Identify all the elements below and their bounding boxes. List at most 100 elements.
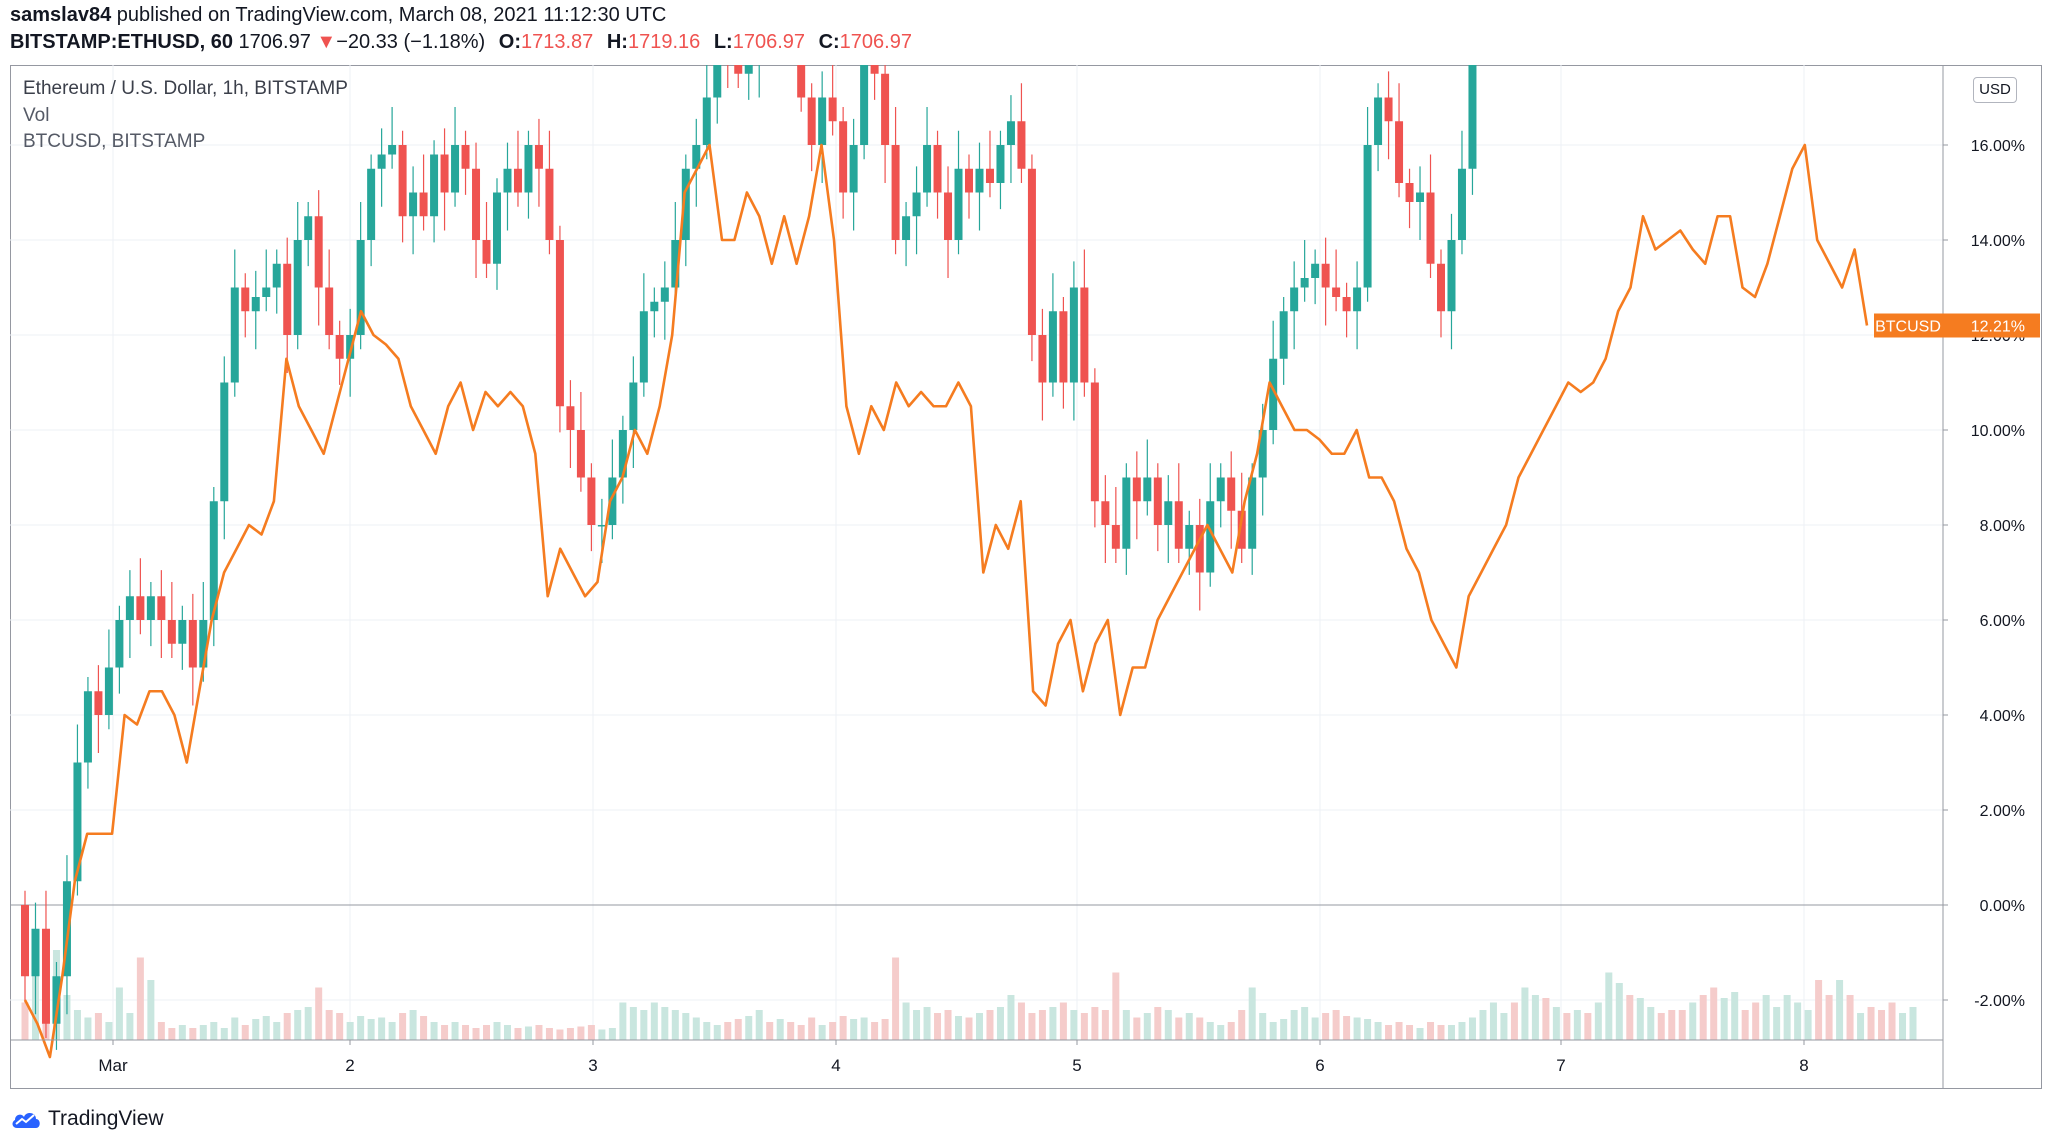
price-chart[interactable]: 32.00%30.00%28.00%26.00%24.00%22.00%20.0… bbox=[10, 65, 2042, 1089]
candle-body[interactable] bbox=[115, 620, 124, 668]
candle-body[interactable] bbox=[41, 928, 50, 1024]
candle-body[interactable] bbox=[1300, 278, 1309, 288]
candle-body[interactable] bbox=[1038, 335, 1047, 383]
candle-body[interactable] bbox=[52, 976, 61, 1024]
candle-body[interactable] bbox=[1006, 121, 1015, 145]
candle-body[interactable] bbox=[1153, 477, 1162, 526]
candle-body[interactable] bbox=[94, 691, 103, 715]
candle-body[interactable] bbox=[1437, 263, 1445, 312]
candle-body[interactable] bbox=[1185, 525, 1194, 549]
candle-body[interactable] bbox=[1048, 311, 1057, 383]
candle-body[interactable] bbox=[933, 145, 942, 193]
candle-body[interactable] bbox=[734, 65, 743, 74]
candle-body[interactable] bbox=[996, 145, 1005, 183]
candle-body[interactable] bbox=[1363, 145, 1372, 288]
candle-body[interactable] bbox=[671, 240, 680, 288]
candle-body[interactable] bbox=[1374, 97, 1383, 146]
candle-body[interactable] bbox=[1342, 297, 1351, 312]
candle-body[interactable] bbox=[513, 168, 522, 193]
candle-body[interactable] bbox=[797, 65, 806, 98]
candle-body[interactable] bbox=[472, 168, 481, 240]
candle-body[interactable] bbox=[157, 596, 166, 620]
candle-body[interactable] bbox=[377, 154, 386, 169]
candle-body[interactable] bbox=[744, 65, 753, 74]
candle-body[interactable] bbox=[293, 240, 302, 335]
candle-body[interactable] bbox=[618, 430, 627, 478]
candle-body[interactable] bbox=[1426, 192, 1435, 264]
candle-body[interactable] bbox=[335, 335, 344, 359]
candle-body[interactable] bbox=[440, 154, 449, 193]
candle-body[interactable] bbox=[555, 240, 564, 407]
candle-body[interactable] bbox=[692, 145, 701, 169]
candle-body[interactable] bbox=[73, 762, 82, 882]
candle-body[interactable] bbox=[1321, 263, 1330, 288]
candle-body[interactable] bbox=[849, 145, 858, 193]
candle-body[interactable] bbox=[985, 168, 994, 183]
candle-body[interactable] bbox=[230, 287, 239, 383]
candle-body[interactable] bbox=[1279, 311, 1288, 359]
candle-body[interactable] bbox=[503, 168, 512, 193]
btcusd-line[interactable] bbox=[23, 143, 1869, 1059]
candle-body[interactable] bbox=[482, 240, 491, 264]
candle-body[interactable] bbox=[1416, 192, 1425, 203]
candle-body[interactable] bbox=[1258, 430, 1267, 478]
candle-body[interactable] bbox=[272, 263, 281, 288]
candle-body[interactable] bbox=[1457, 168, 1466, 240]
candle-body[interactable] bbox=[681, 168, 690, 240]
candle-body[interactable] bbox=[576, 430, 585, 478]
candle-body[interactable] bbox=[1206, 501, 1215, 573]
candle-body[interactable] bbox=[251, 297, 260, 312]
candle-body[interactable] bbox=[1164, 501, 1173, 525]
candle-body[interactable] bbox=[587, 477, 596, 526]
candle-body[interactable] bbox=[167, 620, 176, 644]
candle-body[interactable] bbox=[104, 667, 113, 716]
author-name[interactable]: samslav84 bbox=[10, 4, 112, 26]
candle-body[interactable] bbox=[566, 406, 575, 430]
candle-body[interactable] bbox=[325, 287, 334, 336]
candle-body[interactable] bbox=[902, 216, 911, 240]
candle-body[interactable] bbox=[220, 382, 229, 502]
candle-body[interactable] bbox=[262, 287, 271, 298]
candle-body[interactable] bbox=[1195, 525, 1204, 573]
candle-body[interactable] bbox=[398, 145, 407, 217]
candle-body[interactable] bbox=[188, 620, 197, 668]
candle-body[interactable] bbox=[430, 154, 439, 217]
candle-body[interactable] bbox=[660, 287, 669, 302]
candle-body[interactable] bbox=[1269, 358, 1278, 430]
currency-button[interactable]: USD bbox=[1973, 77, 2017, 103]
candle-body[interactable] bbox=[1290, 287, 1299, 312]
candle-body[interactable] bbox=[881, 73, 890, 145]
candle-body[interactable] bbox=[807, 97, 816, 146]
candle-body[interactable] bbox=[1447, 240, 1456, 312]
candle-body[interactable] bbox=[1101, 501, 1110, 525]
candle-body[interactable] bbox=[209, 501, 218, 620]
candle-body[interactable] bbox=[1216, 477, 1225, 502]
candle-body[interactable] bbox=[346, 335, 355, 359]
candle-body[interactable] bbox=[891, 145, 900, 240]
candle-body[interactable] bbox=[1384, 97, 1393, 122]
candle-body[interactable] bbox=[62, 881, 71, 977]
candle-body[interactable] bbox=[283, 263, 292, 335]
candle-body[interactable] bbox=[524, 145, 533, 193]
candle-body[interactable] bbox=[597, 525, 606, 527]
candle-body[interactable] bbox=[125, 596, 134, 620]
candle-body[interactable] bbox=[839, 121, 848, 193]
candle-body[interactable] bbox=[1468, 65, 1477, 169]
candle-body[interactable] bbox=[493, 192, 501, 264]
candle-body[interactable] bbox=[178, 620, 187, 644]
legend-volume[interactable]: Vol bbox=[23, 105, 50, 126]
footer-brand[interactable]: TradingView bbox=[10, 1104, 164, 1134]
candle-body[interactable] bbox=[314, 216, 323, 288]
candle-body[interactable] bbox=[1122, 477, 1131, 549]
candle-body[interactable] bbox=[713, 65, 722, 98]
candle-body[interactable] bbox=[1027, 168, 1036, 335]
candle-body[interactable] bbox=[1405, 183, 1414, 202]
candle-body[interactable] bbox=[388, 145, 397, 155]
candle-body[interactable] bbox=[367, 168, 376, 240]
candle-body[interactable] bbox=[860, 65, 869, 145]
candle-body[interactable] bbox=[1143, 477, 1152, 502]
candle-body[interactable] bbox=[1332, 287, 1341, 298]
candle-body[interactable] bbox=[912, 192, 921, 217]
candle-body[interactable] bbox=[608, 477, 617, 526]
candle-body[interactable] bbox=[1227, 477, 1236, 511]
